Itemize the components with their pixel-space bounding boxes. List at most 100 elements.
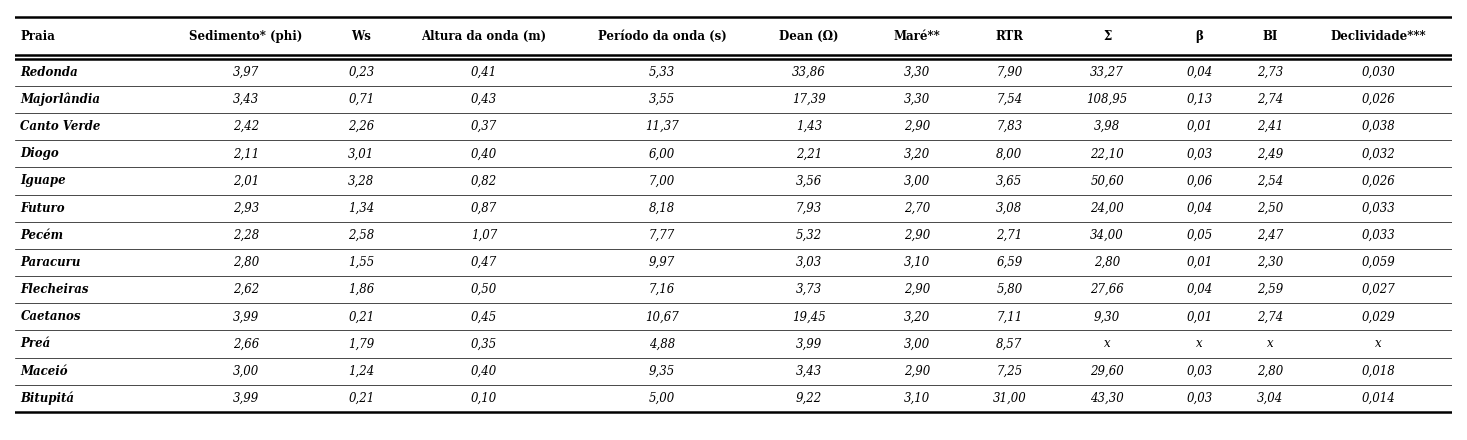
- Text: 0,033: 0,033: [1361, 202, 1395, 215]
- Text: 2,74: 2,74: [1257, 310, 1284, 323]
- Text: 2,42: 2,42: [233, 120, 260, 133]
- Text: 7,93: 7,93: [797, 202, 822, 215]
- Text: Praia: Praia: [21, 30, 56, 43]
- Text: 0,04: 0,04: [1187, 66, 1213, 79]
- Text: 7,83: 7,83: [996, 120, 1022, 133]
- Text: Σ: Σ: [1103, 30, 1112, 43]
- Text: 3,99: 3,99: [797, 337, 822, 351]
- Text: 1,43: 1,43: [797, 120, 822, 133]
- Text: 5,32: 5,32: [797, 229, 822, 242]
- Text: 3,97: 3,97: [233, 66, 260, 79]
- Text: Sedimento* (phi): Sedimento* (phi): [189, 30, 302, 43]
- Text: 0,027: 0,027: [1361, 283, 1395, 296]
- Text: 3,01: 3,01: [348, 147, 374, 160]
- Text: 3,43: 3,43: [797, 365, 822, 378]
- Text: 33,27: 33,27: [1090, 66, 1124, 79]
- Text: 0,45: 0,45: [471, 310, 497, 323]
- Text: 0,50: 0,50: [471, 283, 497, 296]
- Text: 0,030: 0,030: [1361, 66, 1395, 79]
- Text: 2,26: 2,26: [348, 120, 374, 133]
- Text: Diogo: Diogo: [21, 147, 59, 160]
- Text: 3,30: 3,30: [904, 66, 930, 79]
- Text: 5,00: 5,00: [648, 392, 675, 405]
- Text: 27,66: 27,66: [1090, 283, 1124, 296]
- Text: 3,00: 3,00: [904, 175, 930, 187]
- Text: 1,34: 1,34: [348, 202, 374, 215]
- Text: 0,033: 0,033: [1361, 229, 1395, 242]
- Text: 8,00: 8,00: [996, 147, 1022, 160]
- Text: β: β: [1196, 30, 1203, 43]
- Text: Caetanos: Caetanos: [21, 310, 81, 323]
- Text: 7,25: 7,25: [996, 365, 1022, 378]
- Text: 3,03: 3,03: [797, 256, 822, 269]
- Text: 3,08: 3,08: [996, 202, 1022, 215]
- Text: 2,93: 2,93: [233, 202, 260, 215]
- Text: 0,014: 0,014: [1361, 392, 1395, 405]
- Text: x: x: [1267, 337, 1273, 351]
- Text: 3,10: 3,10: [904, 392, 930, 405]
- Text: 3,00: 3,00: [904, 337, 930, 351]
- Text: 3,98: 3,98: [1094, 120, 1121, 133]
- Text: Bitupitá: Bitupitá: [21, 392, 75, 405]
- Text: 7,11: 7,11: [996, 310, 1022, 323]
- Text: 31,00: 31,00: [993, 392, 1027, 405]
- Text: Declividade***: Declividade***: [1331, 30, 1426, 43]
- Text: 3,73: 3,73: [797, 283, 822, 296]
- Text: 29,60: 29,60: [1090, 365, 1124, 378]
- Text: 2,80: 2,80: [1257, 365, 1284, 378]
- Text: 3,04: 3,04: [1257, 392, 1284, 405]
- Text: 9,35: 9,35: [648, 365, 675, 378]
- Text: 1,55: 1,55: [348, 256, 374, 269]
- Text: 10,67: 10,67: [645, 310, 679, 323]
- Text: 2,50: 2,50: [1257, 202, 1284, 215]
- Text: 0,059: 0,059: [1361, 256, 1395, 269]
- Text: RTR: RTR: [996, 30, 1024, 43]
- Text: 0,01: 0,01: [1187, 310, 1213, 323]
- Text: 3,20: 3,20: [904, 147, 930, 160]
- Text: 3,56: 3,56: [797, 175, 822, 187]
- Text: 2,01: 2,01: [233, 175, 260, 187]
- Text: 2,41: 2,41: [1257, 120, 1284, 133]
- Text: 2,90: 2,90: [904, 229, 930, 242]
- Text: 0,04: 0,04: [1187, 202, 1213, 215]
- Text: Flecheiras: Flecheiras: [21, 283, 89, 296]
- Text: 0,038: 0,038: [1361, 120, 1395, 133]
- Text: 2,49: 2,49: [1257, 147, 1284, 160]
- Text: 7,00: 7,00: [648, 175, 675, 187]
- Text: 0,82: 0,82: [471, 175, 497, 187]
- Text: 1,24: 1,24: [348, 365, 374, 378]
- Text: 5,80: 5,80: [996, 283, 1022, 296]
- Text: Futuro: Futuro: [21, 202, 65, 215]
- Text: 0,35: 0,35: [471, 337, 497, 351]
- Text: Majorlândia: Majorlândia: [21, 93, 100, 106]
- Text: 3,65: 3,65: [996, 175, 1022, 187]
- Text: Redonda: Redonda: [21, 66, 78, 79]
- Text: 3,55: 3,55: [648, 93, 675, 106]
- Text: 2,70: 2,70: [904, 202, 930, 215]
- Text: 4,88: 4,88: [648, 337, 675, 351]
- Text: 1,79: 1,79: [348, 337, 374, 351]
- Text: x: x: [1103, 337, 1111, 351]
- Text: 2,90: 2,90: [904, 120, 930, 133]
- Text: 2,59: 2,59: [1257, 283, 1284, 296]
- Text: 9,97: 9,97: [648, 256, 675, 269]
- Text: 3,99: 3,99: [233, 310, 260, 323]
- Text: 3,20: 3,20: [904, 310, 930, 323]
- Text: 0,40: 0,40: [471, 365, 497, 378]
- Text: Dean (Ω): Dean (Ω): [779, 30, 839, 43]
- Text: 2,80: 2,80: [233, 256, 260, 269]
- Text: 0,23: 0,23: [348, 66, 374, 79]
- Text: 0,43: 0,43: [471, 93, 497, 106]
- Text: 0,13: 0,13: [1187, 93, 1213, 106]
- Text: 0,01: 0,01: [1187, 120, 1213, 133]
- Text: 24,00: 24,00: [1090, 202, 1124, 215]
- Text: 6,00: 6,00: [648, 147, 675, 160]
- Text: 3,99: 3,99: [233, 392, 260, 405]
- Text: 2,74: 2,74: [1257, 93, 1284, 106]
- Text: 1,86: 1,86: [348, 283, 374, 296]
- Text: 0,37: 0,37: [471, 120, 497, 133]
- Text: 3,30: 3,30: [904, 93, 930, 106]
- Text: 0,06: 0,06: [1187, 175, 1213, 187]
- Text: 2,66: 2,66: [233, 337, 260, 351]
- Text: 5,33: 5,33: [648, 66, 675, 79]
